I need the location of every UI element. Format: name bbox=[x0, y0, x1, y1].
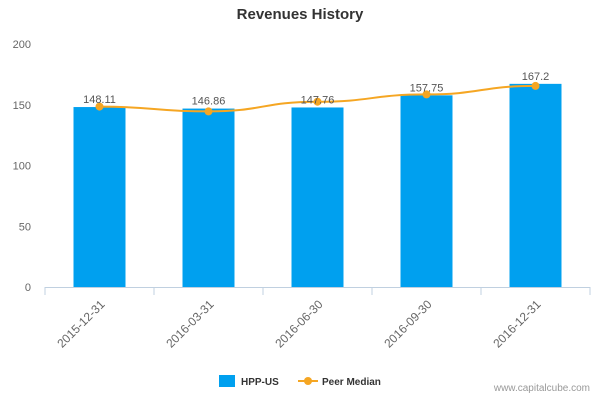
bar-data-label: 148.11 bbox=[83, 94, 116, 106]
bar-data-label: 157.75 bbox=[410, 82, 444, 94]
credit-text: www.capitalcube.com bbox=[493, 383, 590, 394]
x-category-label: 2016-06-30 bbox=[272, 297, 326, 351]
legend-label-hpp-us: HPP-US bbox=[241, 377, 279, 388]
peer-median-point bbox=[204, 107, 213, 116]
legend-swatch-hpp-us bbox=[219, 375, 235, 387]
peer-median-point bbox=[95, 102, 104, 111]
x-category-label: 2015-12-31 bbox=[54, 297, 108, 351]
legend-marker-peer-median bbox=[304, 377, 312, 385]
bar-hpp-us bbox=[400, 95, 453, 288]
y-tick-label: 100 bbox=[13, 161, 31, 173]
y-tick-label: 50 bbox=[19, 221, 31, 233]
legend-label-peer-median: Peer Median bbox=[322, 377, 381, 388]
x-category-label: 2016-03-31 bbox=[163, 297, 217, 351]
bar-data-label: 147.76 bbox=[301, 94, 335, 106]
bar-hpp-us bbox=[291, 107, 344, 287]
peer-median-point bbox=[313, 97, 322, 106]
bar-hpp-us bbox=[182, 108, 235, 288]
bar-hpp-us bbox=[73, 107, 126, 287]
chart-title: Revenues History bbox=[236, 6, 364, 23]
y-tick-label: 200 bbox=[13, 39, 31, 51]
x-category-label: 2016-12-31 bbox=[490, 297, 544, 351]
y-tick-label: 150 bbox=[13, 100, 31, 112]
bar-hpp-us bbox=[509, 83, 562, 288]
bar-data-label: 146.86 bbox=[192, 96, 226, 108]
y-tick-label: 0 bbox=[25, 282, 31, 294]
peer-median-point bbox=[531, 81, 540, 90]
peer-median-point bbox=[422, 90, 431, 99]
x-category-label: 2016-09-30 bbox=[381, 297, 435, 351]
bar-data-label: 167.2 bbox=[522, 71, 550, 83]
